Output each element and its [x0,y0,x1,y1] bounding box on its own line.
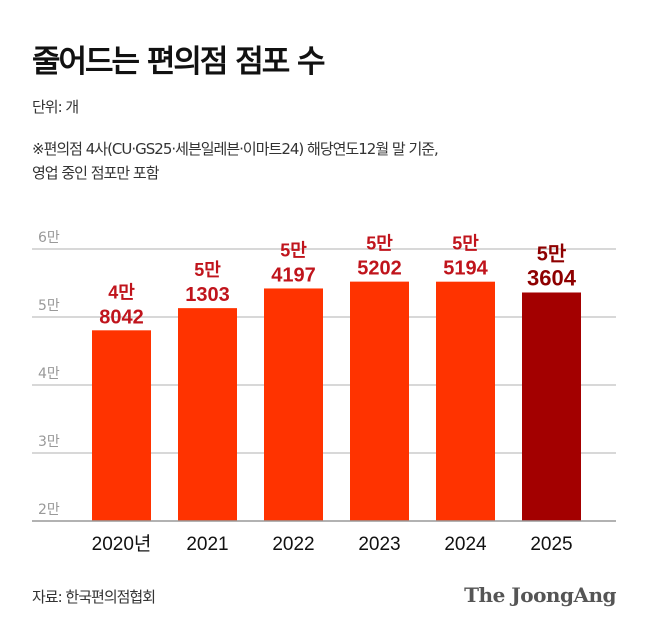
bar [350,281,409,521]
y-tick-label: 5만 [38,298,60,314]
y-tick-label: 3만 [38,434,60,450]
x-tick-label: 2020년 [92,533,152,555]
data-label-bottom: 5194 [443,258,488,280]
source-text: 자료: 한국편의점협회 [32,588,156,606]
data-label-top: 5만 [280,240,307,260]
x-tick-label: 2025 [530,534,572,555]
data-label-top: 5만 [537,242,567,265]
bar [178,308,237,521]
publisher-logo: The JoongAng [464,583,616,607]
y-tick-label: 2만 [38,502,60,518]
data-label-top: 4만 [108,282,135,302]
data-label-bottom: 1303 [185,284,230,306]
y-tick-label: 6만 [38,230,60,246]
x-tick-label: 2023 [358,534,400,555]
y-tick-label: 4만 [38,366,60,382]
chart-title: 줄어드는 편의점 점포 수 [32,44,326,80]
data-label-top: 5만 [366,234,393,254]
data-label-bottom: 3604 [527,265,577,290]
bar [264,288,323,521]
x-tick-label: 2024 [444,534,487,555]
data-label-bottom: 5202 [357,258,402,280]
data-label-bottom: 8042 [99,306,144,328]
bar [522,292,581,521]
chart-note: ※편의점 4사(CU·GS25·세븐일레븐·이마트24) 해당연도12월 말 기… [32,137,652,185]
x-tick-label: 2022 [272,534,314,555]
bar [92,330,151,521]
data-label-top: 5만 [194,260,221,280]
data-label-bottom: 4197 [271,264,316,286]
x-tick-label: 2021 [186,534,228,555]
bar [436,281,495,521]
note-line-1: ※편의점 4사(CU·GS25·세븐일레븐·이마트24) 해당연도12월 말 기… [32,140,439,158]
note-line-2: 영업 중인 점포만 포함 [32,164,160,182]
data-label-top: 5만 [452,234,479,254]
unit-label: 단위: 개 [32,98,79,116]
